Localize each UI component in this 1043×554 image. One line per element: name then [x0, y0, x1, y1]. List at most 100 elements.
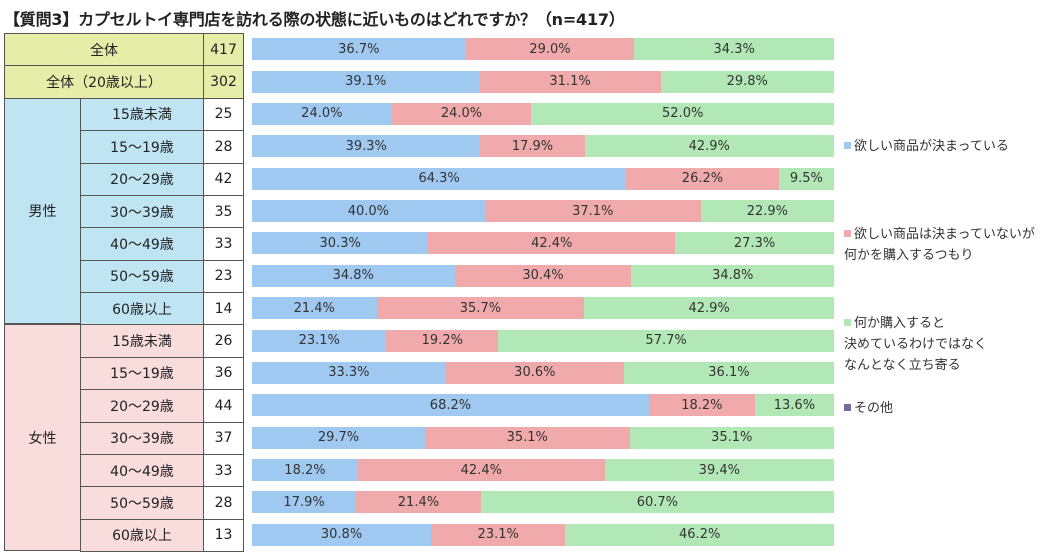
bar-segment: 29.8% — [660, 70, 834, 93]
bar-row: 17.9% 21.4% 60.7% — [252, 491, 834, 514]
data-label: 29.0% — [529, 41, 571, 57]
sample-size: 42 — [203, 162, 244, 196]
bar-row: 33.3% 30.6% 36.1% — [252, 361, 834, 384]
bar-row: 30.8% 23.1% 46.2% — [252, 523, 834, 546]
bar-row: 29.7% 35.1% 35.1% — [252, 426, 834, 449]
bar-segment: 27.3% — [675, 232, 834, 255]
bar-segment: 35.1% — [425, 426, 630, 449]
data-label: 46.2% — [679, 527, 721, 543]
bar-segment: 18.2% — [648, 394, 755, 417]
bar-row: 36.7% 29.0% 34.3% — [252, 38, 834, 61]
category-label: 15歳未満 — [80, 324, 204, 358]
category-label: 40～49歳 — [80, 453, 204, 488]
group-label-male: 男性 — [4, 97, 81, 325]
legend-label: その他 — [854, 401, 894, 416]
sample-size: 28 — [203, 486, 244, 520]
bar-segment: 35.7% — [376, 297, 585, 320]
bar-row: 21.4% 35.7% 42.9% — [252, 297, 834, 320]
bar-segment: 34.8% — [631, 264, 834, 287]
bar-segment: 52.0% — [531, 102, 834, 125]
data-label: 30.3% — [319, 235, 361, 251]
legend-label: 何かを購入するつもり — [844, 248, 974, 263]
chart-title: 【質問3】カプセルトイ専門店を訪れる際の状態に近いものはどれですか？（n=417… — [4, 10, 625, 29]
data-label: 42.4% — [531, 235, 573, 251]
bar-segment: 42.9% — [584, 135, 834, 158]
sample-size: 33 — [203, 453, 244, 488]
data-label: 37.1% — [572, 203, 614, 219]
data-label: 34.8% — [712, 268, 754, 284]
data-label: 21.4% — [293, 300, 335, 316]
legend-label: 欲しい商品が決まっている — [854, 139, 1009, 154]
data-label: 36.7% — [338, 41, 380, 57]
category-label: 20～29歳 — [80, 389, 204, 423]
legend-item: その他 — [844, 398, 1043, 419]
data-label: 23.1% — [298, 333, 340, 349]
bar-row: 39.1% 31.1% 29.8% — [252, 70, 834, 93]
category-label: 30～39歳 — [80, 421, 204, 455]
sample-size: 23 — [203, 259, 244, 293]
data-label: 29.8% — [726, 74, 768, 90]
data-label: 57.7% — [645, 333, 687, 349]
data-label: 42.4% — [460, 462, 502, 478]
data-label: 18.2% — [284, 462, 326, 478]
sample-size: 37 — [203, 421, 244, 455]
data-label: 18.2% — [681, 397, 723, 413]
bar-segment: 30.4% — [454, 264, 632, 287]
data-label: 26.2% — [681, 171, 724, 187]
bar-segment: 34.8% — [252, 264, 455, 287]
data-label: 35.1% — [506, 430, 548, 446]
sample-size: 417 — [203, 33, 244, 67]
category-label: 50～59歳 — [80, 259, 204, 293]
sample-size: 28 — [203, 130, 244, 164]
bar-segment: 37.1% — [484, 200, 701, 223]
data-label: 24.0% — [301, 106, 343, 122]
bar-segment: 39.1% — [252, 70, 480, 93]
category-label: 30～39歳 — [80, 194, 204, 229]
bar-segment: 24.0% — [252, 102, 392, 125]
bar-segment: 17.9% — [252, 491, 357, 514]
category-label: 15歳未満 — [80, 97, 204, 132]
legend-swatch — [844, 404, 851, 411]
legend-item: 欲しい商品が決まっている — [844, 136, 1043, 157]
data-label: 30.8% — [320, 527, 363, 543]
bar-segment: 34.3% — [634, 38, 834, 61]
bar-segment: 36.7% — [252, 38, 466, 61]
data-label: 60.7% — [636, 494, 678, 510]
bar-segment: 26.2% — [626, 167, 779, 190]
legend-swatch — [844, 319, 851, 326]
bar-segment: 30.8% — [252, 523, 432, 546]
legend-label: 欲しい商品は決まっていないが — [854, 227, 1035, 242]
bar-segment: 24.0% — [391, 102, 532, 125]
group-label-female: 女性 — [4, 324, 81, 551]
sample-size: 35 — [203, 194, 244, 229]
bar-segment: 21.4% — [356, 491, 481, 514]
sample-size: 26 — [203, 324, 244, 358]
legend-item: 欲しい商品は決まっていないが何かを購入するつもり — [844, 224, 1043, 266]
data-label: 27.3% — [733, 235, 776, 251]
legend-swatch — [844, 230, 851, 237]
bar-row: 23.1% 19.2% 57.7% — [252, 329, 834, 352]
data-label: 42.9% — [688, 138, 730, 154]
data-label: 33.3% — [328, 365, 370, 381]
sample-size: 14 — [203, 292, 244, 326]
category-label: 60歳以上 — [80, 518, 204, 552]
sample-size: 13 — [203, 518, 244, 552]
bar-row: 18.2% 42.4% 39.4% — [252, 459, 834, 482]
data-label: 64.3% — [418, 171, 460, 187]
bar-segment: 39.4% — [604, 459, 834, 482]
data-label: 9.5% — [789, 171, 823, 187]
bar-segment: 29.7% — [252, 426, 426, 449]
sample-size: 36 — [203, 356, 244, 391]
bar-segment: 30.6% — [445, 361, 624, 384]
legend-item: 何か購入すると 決めているわけではなく なんとなく立ち寄る — [844, 313, 1043, 376]
sample-size: 33 — [203, 227, 244, 261]
data-label: 39.3% — [345, 138, 387, 154]
legend-swatch — [844, 142, 851, 149]
data-label: 30.6% — [514, 365, 556, 381]
bar-segment: 31.1% — [479, 70, 661, 93]
category-label: 全体 — [4, 33, 204, 67]
category-label: 40～49歳 — [80, 227, 204, 261]
data-label: 19.2% — [421, 333, 463, 349]
sample-size: 25 — [203, 97, 244, 132]
bar-segment: 68.2% — [252, 394, 649, 417]
